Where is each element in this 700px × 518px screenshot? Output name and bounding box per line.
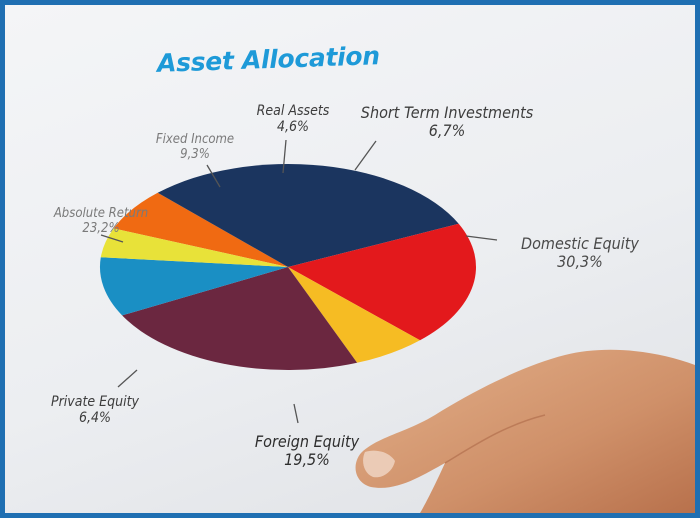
slice-value-absolute-return: 23,2% — [82, 221, 119, 236]
pie-slice-short-term-investments — [113, 192, 288, 267]
pie-slice-domestic-equity — [157, 164, 459, 267]
leader-line-fixed-income — [206, 164, 221, 188]
slice-value-fixed-income: 9,3% — [180, 147, 210, 162]
leader-line-private-equity — [117, 369, 138, 388]
pie-slice-real-assets — [100, 228, 288, 267]
slice-value-foreign-equity: 19,5% — [284, 450, 330, 469]
slice-label-fixed-income: Fixed Income — [156, 132, 234, 147]
leader-line-short-term-investments — [354, 140, 377, 171]
pie-slice-foreign-equity — [288, 223, 477, 341]
slice-label-foreign-equity: Foreign Equity — [255, 432, 360, 451]
slice-value-domestic-equity: 30,3% — [557, 252, 603, 271]
slice-label-absolute-return: Absolute Return — [53, 206, 148, 221]
leader-line-absolute-return — [100, 234, 124, 243]
slice-value-private-equity: 6,4% — [79, 410, 111, 426]
slice-label-short-term-investments: Short Term Investments — [361, 103, 534, 122]
pie-slice-private-equity — [288, 267, 420, 363]
slice-value-short-term-investments: 6,7% — [429, 121, 466, 140]
leader-line-foreign-equity — [293, 403, 299, 424]
pie-slice-fixed-income — [99, 257, 289, 316]
slice-label-real-assets: Real Assets — [257, 103, 330, 119]
hand-image — [355, 349, 695, 513]
slice-value-real-assets: 4,6% — [277, 119, 309, 135]
leader-line-real-assets — [282, 139, 287, 174]
pie-slice-absolute-return — [122, 267, 358, 370]
slice-label-private-equity: Private Equity — [51, 394, 140, 410]
slice-label-domestic-equity: Domestic Equity — [521, 234, 639, 253]
leader-line-domestic-equity — [465, 235, 498, 241]
document-page: Asset Allocation Short Term Investments 6… — [5, 5, 695, 513]
